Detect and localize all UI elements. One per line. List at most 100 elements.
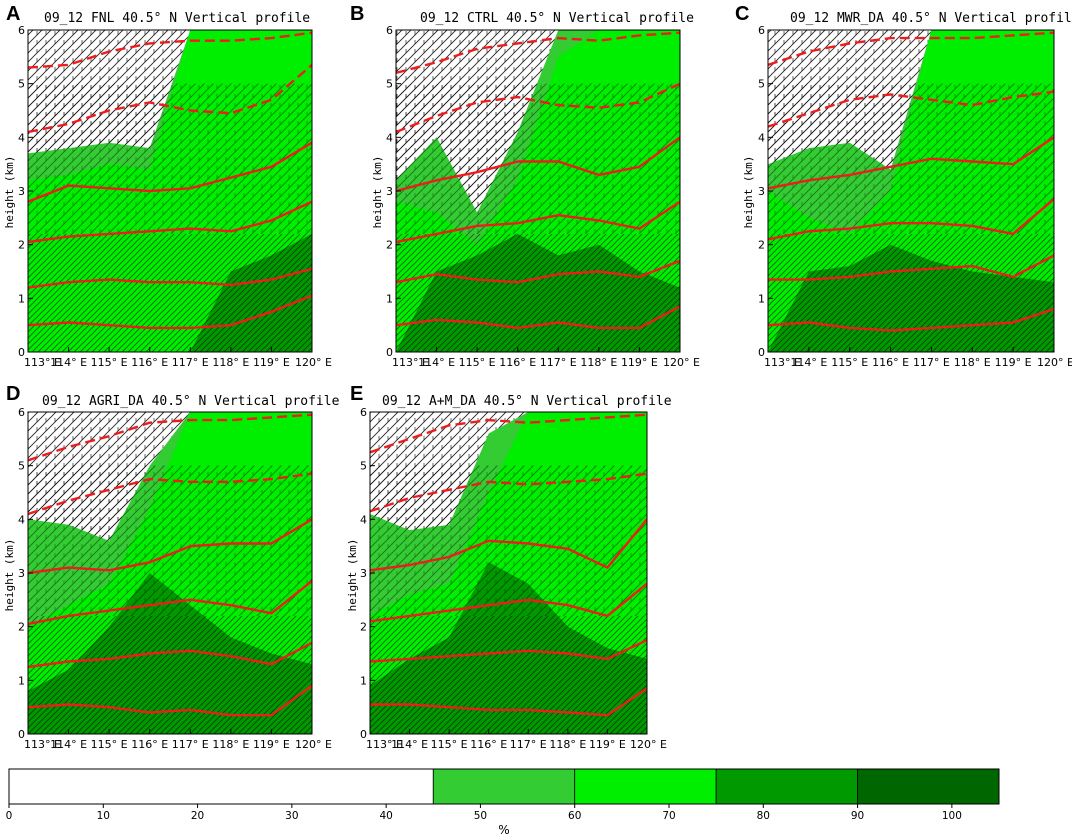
contour-solid: [370, 639, 647, 663]
x-tick-label: 115° E: [459, 356, 496, 369]
contour-solid: [28, 641, 312, 669]
colorbar-unit: %: [498, 823, 509, 837]
plot-layers: [768, 30, 1054, 352]
panel-letter: D: [6, 383, 20, 405]
y-axis-label: height (km): [346, 539, 359, 612]
contour-solid: [28, 294, 312, 330]
panel-title: 09_12 MWR_DA 40.5° N Vertical profile: [790, 11, 1072, 26]
x-tick-label: 116° E: [470, 738, 507, 751]
wind-barbs-lower: [768, 233, 1054, 352]
contour-solid: [370, 518, 647, 572]
contour-solid: [396, 136, 680, 193]
y-tick-label: 5: [360, 460, 367, 473]
x-tick-label: 114° E: [790, 356, 827, 369]
panel-c: C 09_12 MWR_DA 40.5° N Vertical profile …: [735, 3, 1072, 369]
x-tick-label: 113° E: [24, 356, 61, 369]
y-tick-label: 6: [758, 24, 765, 37]
x-tick-label: 113° E: [24, 738, 61, 751]
y-axis-label: height (km): [371, 156, 384, 229]
plot-layers: [28, 30, 312, 352]
colorbar-tick-label: 50: [474, 810, 487, 822]
y-tick-label: 1: [386, 292, 393, 305]
y-tick-label: 3: [360, 567, 367, 580]
colorbar-bin: [432, 768, 576, 805]
plot-layers: [28, 412, 312, 734]
colorbar-frame: [8, 768, 1000, 805]
plot-layers: [370, 412, 647, 734]
colorbar-tick-label: 70: [662, 810, 675, 822]
panel-title: 09_12 CTRL 40.5° N Vertical profile: [420, 11, 694, 26]
x-tick-label: 117° E: [172, 738, 209, 751]
contour-solid: [28, 518, 312, 575]
x-tick-label: 116° E: [499, 356, 536, 369]
contour-solid: [28, 580, 312, 626]
colorbar-bin: [857, 768, 1000, 805]
colorbar-tick-label: 10: [97, 810, 110, 822]
colorbar-bin: [715, 768, 858, 805]
wind-barbs-lower: [396, 233, 680, 352]
x-tick-label: 120° E: [295, 738, 332, 751]
x-tick-label: 119° E: [995, 356, 1032, 369]
x-tick-label: 115° E: [91, 356, 128, 369]
panel-title: 09_12 A+M_DA 40.5° N Vertical profile: [382, 394, 672, 409]
panel-letter: A: [6, 3, 20, 25]
x-tick-label: 118° E: [212, 356, 249, 369]
contour-dashed: [28, 472, 312, 516]
y-axis-label: height (km): [3, 539, 16, 612]
x-tick-label: 116° E: [131, 738, 168, 751]
panel-letter: E: [350, 383, 363, 405]
colorbar-tick-label: 60: [568, 810, 581, 822]
y-tick-label: 6: [386, 24, 393, 37]
panel-b: B 09_12 CTRL 40.5° N Vertical profile he…: [350, 3, 700, 369]
x-tick-label: 120° E: [663, 356, 700, 369]
y-tick-label: 5: [18, 460, 25, 473]
colorbar-tick-label: 30: [285, 810, 298, 822]
colorbar-tick-label: 20: [191, 810, 204, 822]
colorbar-bin: [574, 768, 717, 805]
y-tick-label: 1: [18, 292, 25, 305]
y-tick-label: 1: [360, 674, 367, 687]
contour-solid: [396, 259, 680, 284]
contour-solid: [768, 307, 1054, 332]
y-tick-label: 3: [386, 185, 393, 198]
contour-solid: [370, 582, 647, 623]
contour-solid: [396, 305, 680, 330]
x-tick-label: 120° E: [1037, 356, 1072, 369]
contour-solid: [396, 200, 680, 244]
contour-solid: [28, 141, 312, 203]
contour-dashed: [28, 413, 312, 462]
x-tick-label: 119° E: [253, 738, 290, 751]
colorbar-tick-label: 0: [6, 810, 13, 822]
y-tick-label: 0: [18, 728, 25, 741]
wind-barbs-lower: [370, 615, 647, 734]
x-tick-label: 115° E: [831, 356, 868, 369]
wind-barbs-lower: [28, 233, 312, 352]
x-tick-label: 117° E: [913, 356, 950, 369]
colorbar-tick-label: 80: [757, 810, 770, 822]
y-tick-label: 3: [18, 567, 25, 580]
y-tick-label: 2: [18, 239, 25, 252]
contour-solid: [28, 200, 312, 244]
colorbar-tick-label: 90: [851, 810, 864, 822]
x-tick-label: 118° E: [954, 356, 991, 369]
x-tick-label: 118° E: [212, 738, 249, 751]
contour-dashed: [370, 413, 647, 454]
wind-barbs-mid: [28, 83, 312, 234]
panel-d: D 09_12 AGRI_DA 40.5° N Vertical profile…: [3, 383, 340, 751]
x-tick-label: 120° E: [295, 356, 332, 369]
y-tick-label: 5: [386, 78, 393, 91]
x-tick-label: 120° E: [630, 738, 667, 751]
x-tick-label: 114° E: [391, 738, 428, 751]
wind-barbs-mid: [370, 465, 647, 616]
y-tick-label: 0: [758, 346, 765, 359]
y-tick-label: 0: [18, 346, 25, 359]
y-tick-label: 1: [758, 292, 765, 305]
contour-solid: [370, 687, 647, 717]
colorbar: % 0 10 20 30 40 50 60 70 80 90 100: [6, 768, 1000, 837]
panel-letter: B: [350, 3, 364, 25]
